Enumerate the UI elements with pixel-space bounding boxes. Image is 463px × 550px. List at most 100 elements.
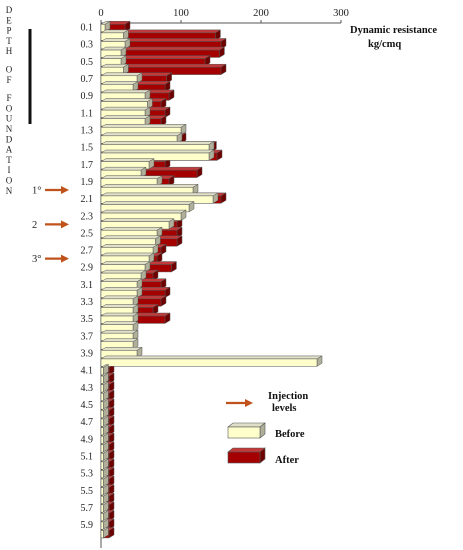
y-label-letter: N [6,124,13,134]
before-bar-top [100,192,219,197]
before-bar-top [100,89,151,94]
before-bar [100,140,215,153]
before-bar [100,449,110,462]
before-bar-top [100,252,155,257]
before-bar-face [100,375,104,384]
legend-injection-line-1: Injection [268,391,308,402]
arrow-icon [245,399,253,407]
depth-tick-label: 3.9 [81,349,94,360]
depth-tick-label: 2.5 [81,228,94,239]
depth-tick-label: 4.7 [81,417,94,428]
before-bar [100,29,130,41]
depth-tick-label: 3.3 [81,297,94,308]
depth-tick-label: 0.5 [81,57,94,68]
depth-tick-label: 2.1 [81,194,94,205]
injection-marker: 3° [32,254,69,265]
depth-tick-label: 4.3 [81,383,94,394]
before-bar-face [100,530,104,539]
before-bar [100,321,139,333]
before-bar [100,527,110,539]
before-bar [100,492,110,505]
before-bar-face [100,513,104,521]
arrow-icon [61,254,69,263]
before-bar-face [100,444,104,453]
depth-tick-label: 5.5 [81,486,94,497]
before-bar-top [100,355,323,360]
depth-tick-label: 3.1 [81,280,94,291]
before-bar [100,80,139,93]
before-bar [100,398,110,410]
before-bar [100,467,110,479]
y-label-letter: T [6,155,12,165]
before-bar-top [100,261,151,265]
before-bar [100,243,159,256]
before-bar-top [100,312,139,317]
before-bar [100,183,199,196]
before-bar [100,424,110,436]
depth-tick-label: 1.5 [81,143,94,154]
legend-before-label: Before [275,429,305,440]
before-bar [100,209,187,221]
before-bar-top [100,106,151,111]
before-bar [100,346,143,359]
before-bar [100,381,110,393]
before-bar [100,158,155,170]
before-bar [100,166,147,178]
y-label-letter: P [6,26,11,36]
before-bar-face [100,521,104,530]
before-bar [100,389,110,402]
before-bar-top [100,244,159,248]
legend-injection-line-2: levels [272,403,297,414]
before-bar-face [100,504,104,513]
before-bar-top [100,201,195,205]
y-label-letter: F [6,93,11,103]
y-label-letter: I [8,165,11,175]
depth-tick-label: 2.3 [81,211,94,222]
before-bar-top [100,184,199,188]
before-bar-top [100,295,139,300]
injection-level-markers: 1° 2 3° [32,186,69,265]
before-bar-top [100,287,143,291]
before-bar [100,484,110,496]
injection-marker-label: 3° [32,254,41,265]
before-bar [100,55,127,67]
injection-marker-label: 2 [32,220,37,231]
y-label-letter: N [6,186,13,196]
before-bar-top [100,338,139,343]
before-bar [100,509,110,522]
y-label-letter: F [6,75,11,85]
before-bar-face [100,384,104,393]
before-bar [100,269,147,281]
before-bar-top [100,269,147,274]
y-label-letter: O [6,176,13,186]
before-bar [100,501,110,513]
before-bar-top [100,98,154,102]
depth-tick-label: 5.7 [81,503,94,514]
chart-title: Dynamic resistance [350,25,437,36]
x-tick-label: 200 [253,8,269,19]
before-bar [100,415,110,427]
before-bar [100,458,110,470]
depth-tick-label: 4.5 [81,400,94,411]
before-bar [100,46,127,58]
before-bar-top [100,72,143,77]
before-bar-face [100,410,104,419]
before-bar-face [100,487,104,496]
before-bar [100,89,151,101]
before-bar [100,201,195,213]
depth-tick-label: 1.9 [81,177,94,188]
y-label-letter: U [6,114,13,124]
before-bar [100,72,143,84]
legend-before [227,422,266,439]
depth-tick-label: 5.3 [81,469,94,480]
depth-tick-label: 0.9 [81,91,94,102]
y-label-letter: O [6,103,13,113]
before-bar-top [100,132,183,137]
before-bar [100,312,139,324]
before-bar-top [100,235,162,240]
y-label-letter: A [6,145,13,155]
before-bar-top [100,329,139,334]
before-bar [100,63,130,76]
before-bar-top [100,81,139,85]
